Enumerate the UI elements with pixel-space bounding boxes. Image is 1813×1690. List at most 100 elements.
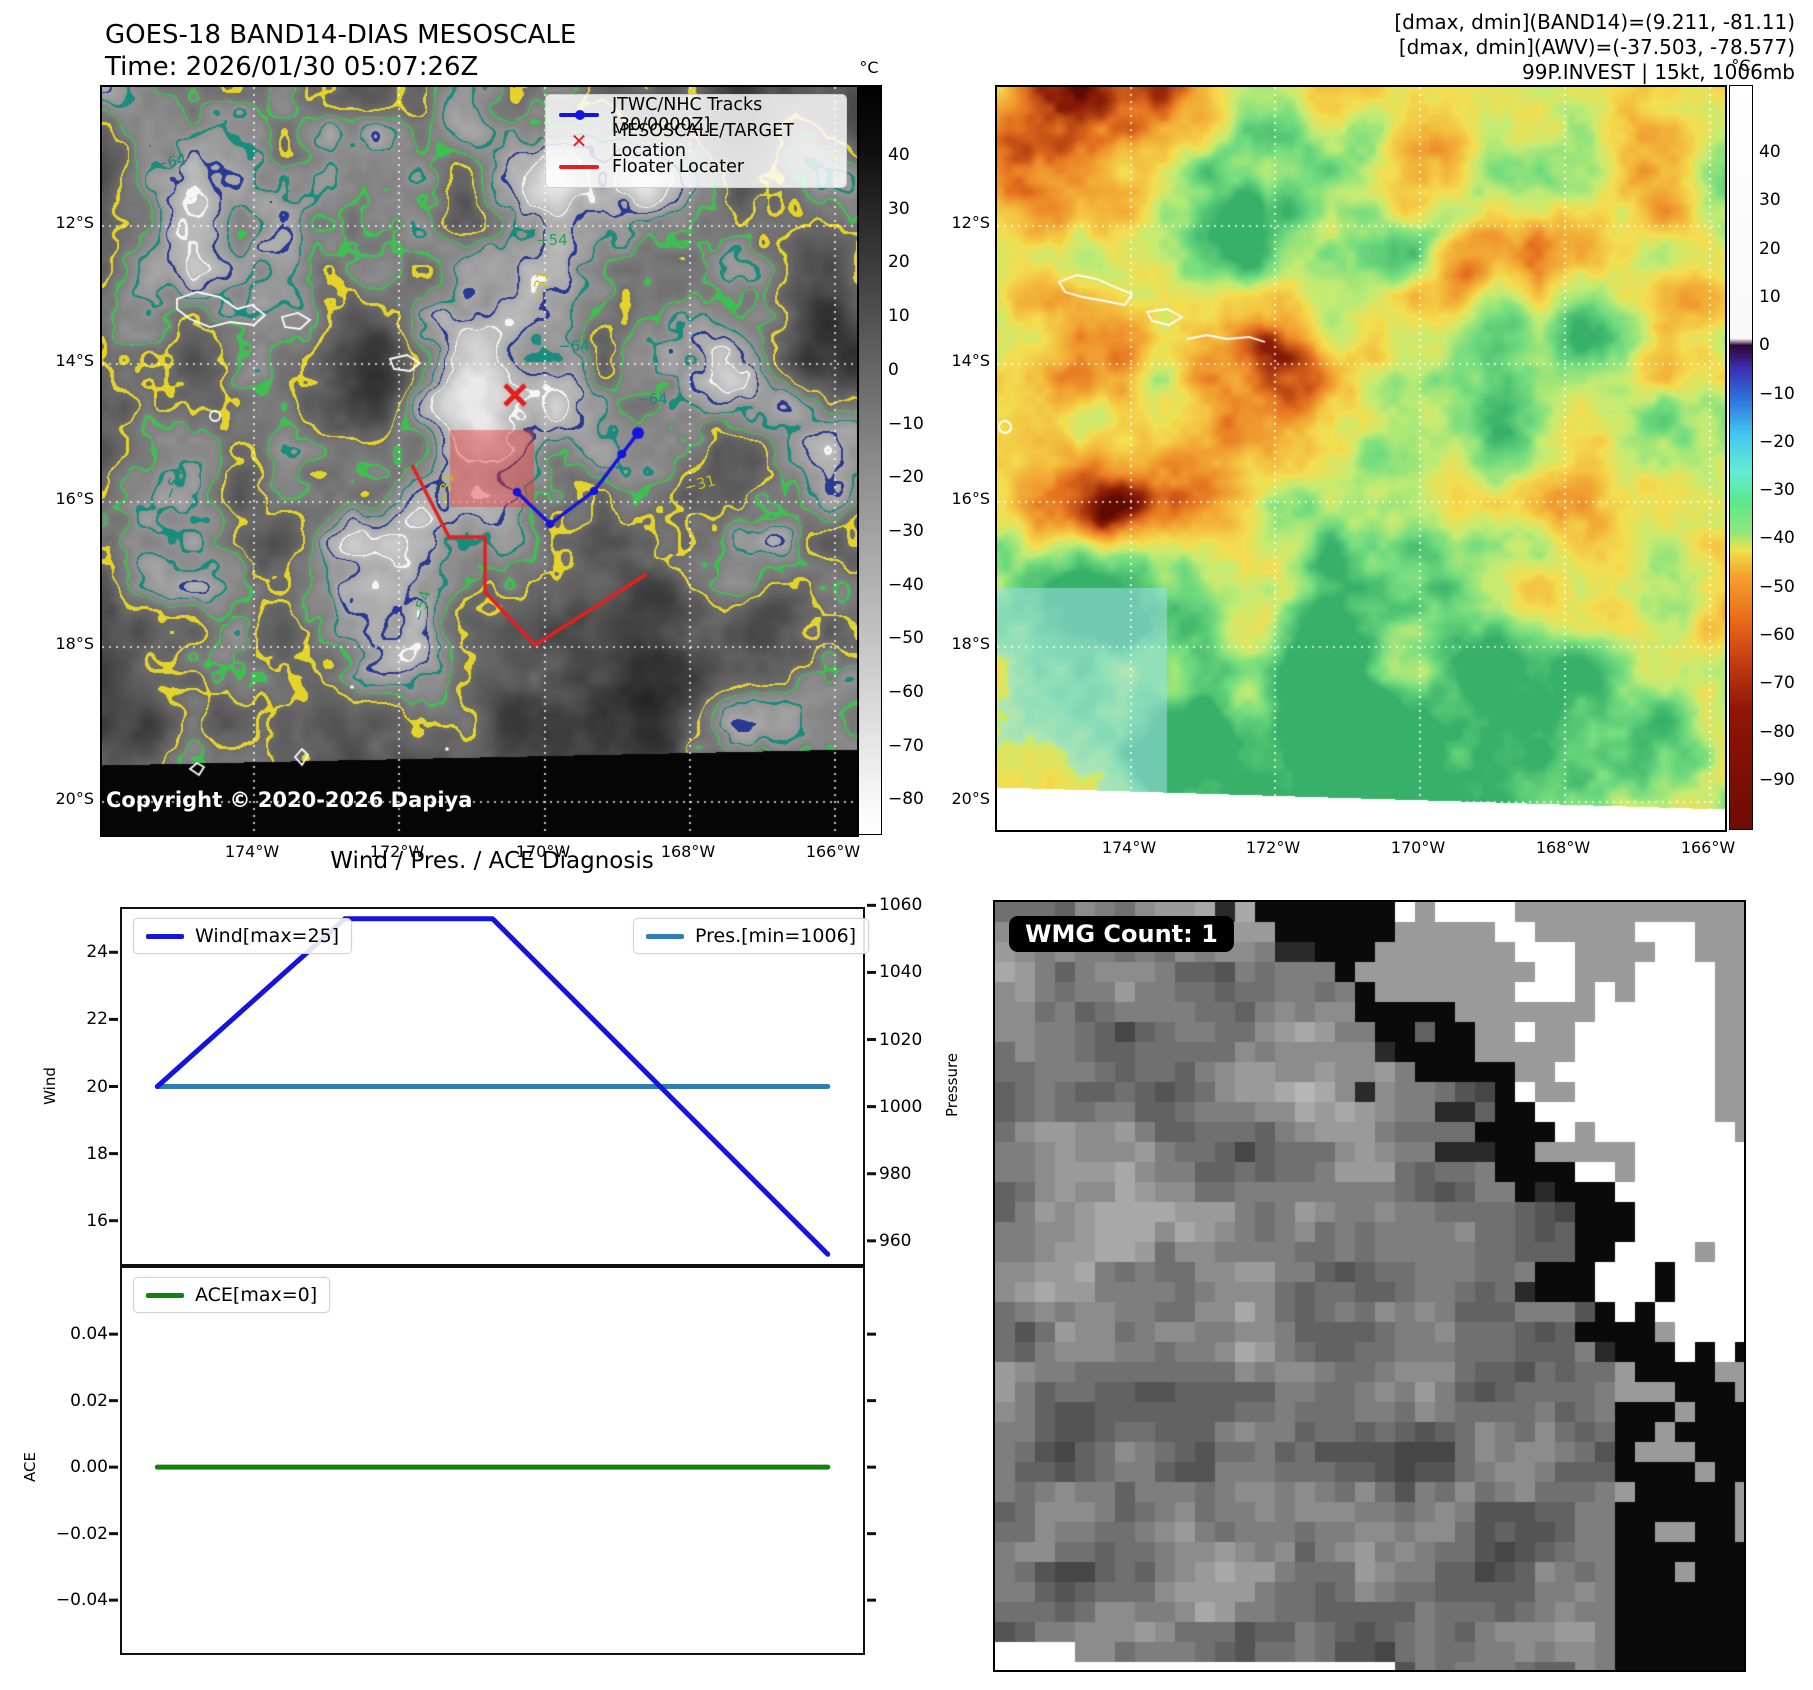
lat-tick-label: 18°S <box>55 634 94 653</box>
band14-colorbar-unit: °C <box>859 58 879 77</box>
colorbar-tick-label: 30 <box>888 198 910 219</box>
colorbar-tick-label: −10 <box>888 413 924 434</box>
colorbar-tick-label: −70 <box>888 735 924 756</box>
colorbar-tick-label: −40 <box>1759 528 1795 549</box>
colorbar-tick-label: 10 <box>1759 286 1781 307</box>
wind-pressure-plot <box>120 907 865 1266</box>
legend-item-jtwc-tracks: JTWC/NHC Tracks [30/0000Z] <box>556 95 836 135</box>
axis-tick-label: 20 <box>86 1076 108 1097</box>
legend-item-target-location: ✕ MESOSCALE/TARGET Location <box>556 121 836 161</box>
lat-tick-label: 12°S <box>55 213 94 232</box>
contour-label: −64 <box>558 337 590 355</box>
axis-tick-label: 0.00 <box>70 1457 108 1478</box>
lon-tick-label: 172°W <box>369 842 425 861</box>
pressure-axis-label: Pressure <box>943 1052 961 1118</box>
colorbar-tick-label: −90 <box>1759 769 1795 790</box>
axis-tick-label: −0.04 <box>55 1590 108 1611</box>
wind-axis-label: Wind <box>41 1067 59 1105</box>
lat-tick-label: 20°S <box>951 789 990 808</box>
colorbar-tick-label: −60 <box>1759 625 1795 645</box>
lon-tick-label: 174°W <box>1101 838 1157 857</box>
axis-tick-label: 1040 <box>879 962 923 983</box>
colorbar-tick-label: 0 <box>1759 335 1770 356</box>
copyright: Copyright © 2020-2026 Dapiya <box>106 788 473 812</box>
axis-tick-label: 1000 <box>879 1096 923 1117</box>
wind-legend-label: Wind[max=25] <box>195 925 340 947</box>
dmax-dmin-awv: [dmax, dmin](AWV)=(-37.503, -78.577) <box>1398 35 1795 59</box>
ace-axis-label: ACE <box>21 1452 39 1482</box>
target-x-icon: ✕ <box>570 129 588 153</box>
colorbar-tick-label: 40 <box>1759 142 1781 162</box>
storm-id-intensity: 99P.INVEST | 15kt, 1006mb <box>1522 60 1795 84</box>
colorbar-tick-label: −20 <box>1759 431 1795 452</box>
awv-colorbar <box>1729 85 1753 830</box>
track-line-dot-icon <box>556 110 602 120</box>
timestamp: Time: 2026/01/30 05:07:26Z <box>105 52 479 82</box>
colorbar-tick-label: −10 <box>1759 383 1795 404</box>
map-legend: JTWC/NHC Tracks [30/0000Z] ✕ MESOSCALE/T… <box>545 94 847 188</box>
legend-item-floater: Floater Locater <box>556 154 836 180</box>
axis-tick-label: 1020 <box>879 1029 923 1050</box>
lon-tick-label: 172°W <box>1245 838 1301 857</box>
lon-tick-label: 168°W <box>660 842 716 861</box>
axis-tick-label: 980 <box>879 1163 912 1184</box>
colorbar-tick-label: 20 <box>1759 238 1781 259</box>
lon-tick-label: 170°W <box>1390 838 1446 857</box>
colorbar-tick-label: −30 <box>888 520 924 541</box>
lat-tick-label: 12°S <box>951 213 990 232</box>
colorbar-tick-label: 10 <box>888 306 910 327</box>
axis-tick-label: 22 <box>86 1009 108 1030</box>
colorbar-tick-label: 0 <box>888 359 899 380</box>
wmg-panel: WMG Count: 1 <box>993 900 1746 1672</box>
lat-tick-label: 16°S <box>951 489 990 508</box>
colorbar-tick-label: 30 <box>1759 190 1781 211</box>
pressure-line-icon <box>646 933 684 939</box>
page-title: GOES-18 BAND14-DIAS MESOSCALE <box>105 20 577 50</box>
colorbar-tick-label: −80 <box>888 789 924 810</box>
colorbar-tick-label: −50 <box>888 628 924 649</box>
awv-enhanced-canvas <box>997 87 1725 830</box>
legend-label: JTWC/NHC Tracks [30/0000Z] <box>612 95 763 135</box>
ace-legend-label: ACE[max=0] <box>195 1284 318 1306</box>
band14-satellite-canvas <box>102 87 857 835</box>
colorbar-tick-label: −80 <box>1759 721 1795 742</box>
ace-legend: ACE[max=0] <box>133 1277 331 1313</box>
dmax-dmin-band14: [dmax, dmin](BAND14)=(9.211, -81.11) <box>1394 10 1795 34</box>
awv-colorbar-unit: °C <box>1731 56 1751 75</box>
axis-tick-label: 0.02 <box>70 1390 108 1411</box>
floater-line-icon <box>556 165 602 169</box>
colorbar-tick-label: −70 <box>1759 673 1795 694</box>
ace-line-icon <box>146 1292 184 1298</box>
colorbar-tick-label: −30 <box>1759 480 1795 501</box>
pressure-legend-label: Pres.[min=1006] <box>695 925 857 947</box>
axis-tick-label: 960 <box>879 1230 912 1251</box>
colorbar-tick-label: −50 <box>1759 576 1795 597</box>
pressure-legend: Pres.[min=1006] <box>633 918 870 954</box>
axis-tick-label: −0.02 <box>55 1523 108 1544</box>
axis-tick-label: 18 <box>86 1143 108 1164</box>
colorbar-tick-label: −20 <box>888 467 924 488</box>
colorbar-tick-label: −60 <box>888 682 924 702</box>
band14-satellite-panel <box>100 85 859 837</box>
axis-tick-label: 16 <box>86 1210 108 1231</box>
lon-tick-label: 166°W <box>805 842 861 861</box>
wmg-grid-canvas <box>995 902 1744 1670</box>
diagnosis-title: Wind / Pres. / ACE Diagnosis <box>330 848 654 874</box>
colorbar-tick-label: 40 <box>888 145 910 165</box>
lon-tick-label: 168°W <box>1535 838 1591 857</box>
lon-tick-label: 166°W <box>1680 838 1736 857</box>
wind-legend: Wind[max=25] <box>133 918 353 954</box>
contour-label: −64 <box>636 390 668 408</box>
axis-tick-label: 1060 <box>879 895 923 916</box>
colorbar-tick-label: 20 <box>888 252 910 273</box>
lon-tick-label: 174°W <box>224 842 280 861</box>
header-info: [dmax, dmin](BAND14)=(9.211, -81.11) [dm… <box>1394 10 1795 85</box>
contour-label: −54 <box>536 231 568 249</box>
lat-tick-label: 18°S <box>951 634 990 653</box>
wind-line-icon <box>146 933 184 939</box>
ace-plot <box>120 1266 865 1655</box>
lat-tick-label: 14°S <box>951 351 990 370</box>
lat-tick-label: 14°S <box>55 351 94 370</box>
lon-tick-label: 170°W <box>515 842 571 861</box>
